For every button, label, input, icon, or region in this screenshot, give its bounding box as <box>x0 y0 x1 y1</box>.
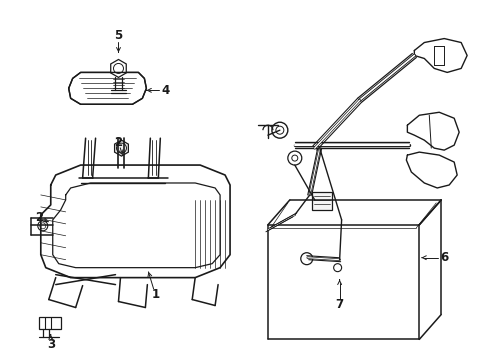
Text: 2: 2 <box>114 136 122 149</box>
Bar <box>311 192 331 210</box>
Text: 7: 7 <box>335 298 343 311</box>
Polygon shape <box>114 140 128 156</box>
Polygon shape <box>110 59 126 77</box>
Text: 3: 3 <box>46 338 55 351</box>
Polygon shape <box>68 72 146 104</box>
Text: 5: 5 <box>114 29 122 42</box>
Text: 6: 6 <box>439 251 447 264</box>
Text: 2: 2 <box>35 211 43 224</box>
Text: 1: 1 <box>151 288 159 301</box>
Text: 4: 4 <box>161 84 169 97</box>
Bar <box>39 318 61 329</box>
